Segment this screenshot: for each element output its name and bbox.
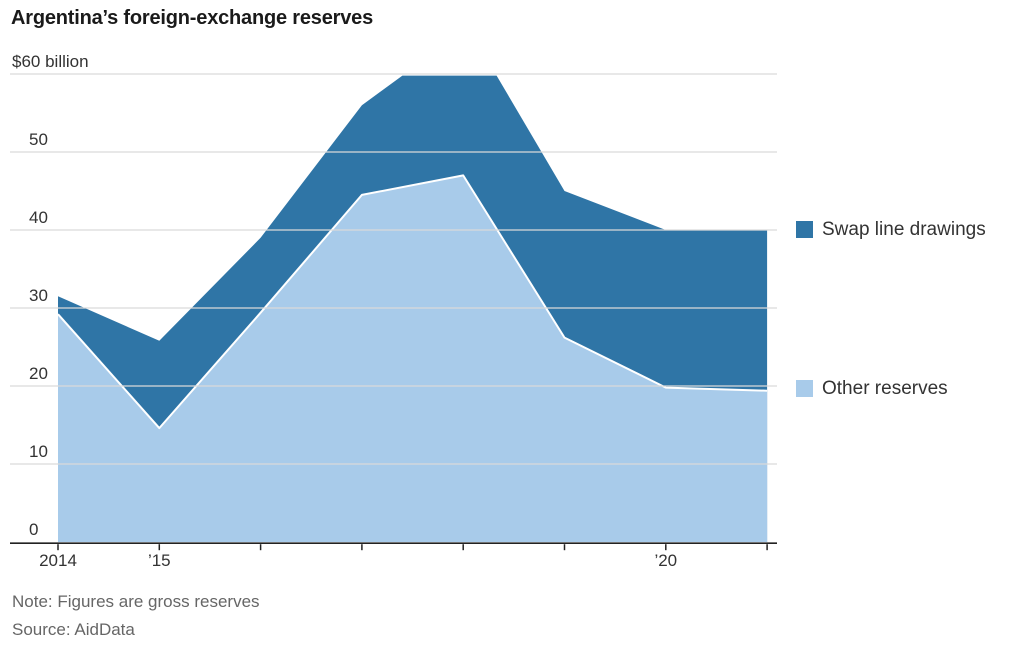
legend-item-other-reserves: Other reserves: [796, 379, 948, 398]
page-title: Argentina’s foreign-exchange reserves: [11, 7, 373, 29]
legend-label-other: Other reserves: [822, 378, 948, 399]
swap-line-drawings-swatch-icon: [796, 221, 813, 238]
y-tick-label: 0: [29, 520, 39, 539]
area-other-reserves: [58, 175, 768, 542]
y-tick-label: 50: [29, 130, 48, 149]
y-tick-label: 20: [29, 364, 48, 383]
y-tick-label: $60 billion: [12, 52, 89, 71]
x-tick-label: 2014: [39, 551, 77, 570]
other-reserves-edge-line: [57, 174, 768, 430]
legend-item-swap-line-drawings: Swap line drawings: [796, 220, 986, 239]
y-tick-label: 10: [29, 442, 48, 461]
y-tick-label: 40: [29, 208, 48, 227]
other-reserves-swatch-icon: [796, 380, 813, 397]
x-tick-label: ’15: [147, 551, 171, 570]
y-tick-label: 30: [29, 286, 48, 305]
x-tick-label: ’20: [654, 551, 678, 570]
chart-source: Source: AidData: [12, 620, 135, 639]
chart-note: Note: Figures are gross reserves: [12, 592, 260, 611]
legend-label-swap: Swap line drawings: [822, 219, 986, 240]
